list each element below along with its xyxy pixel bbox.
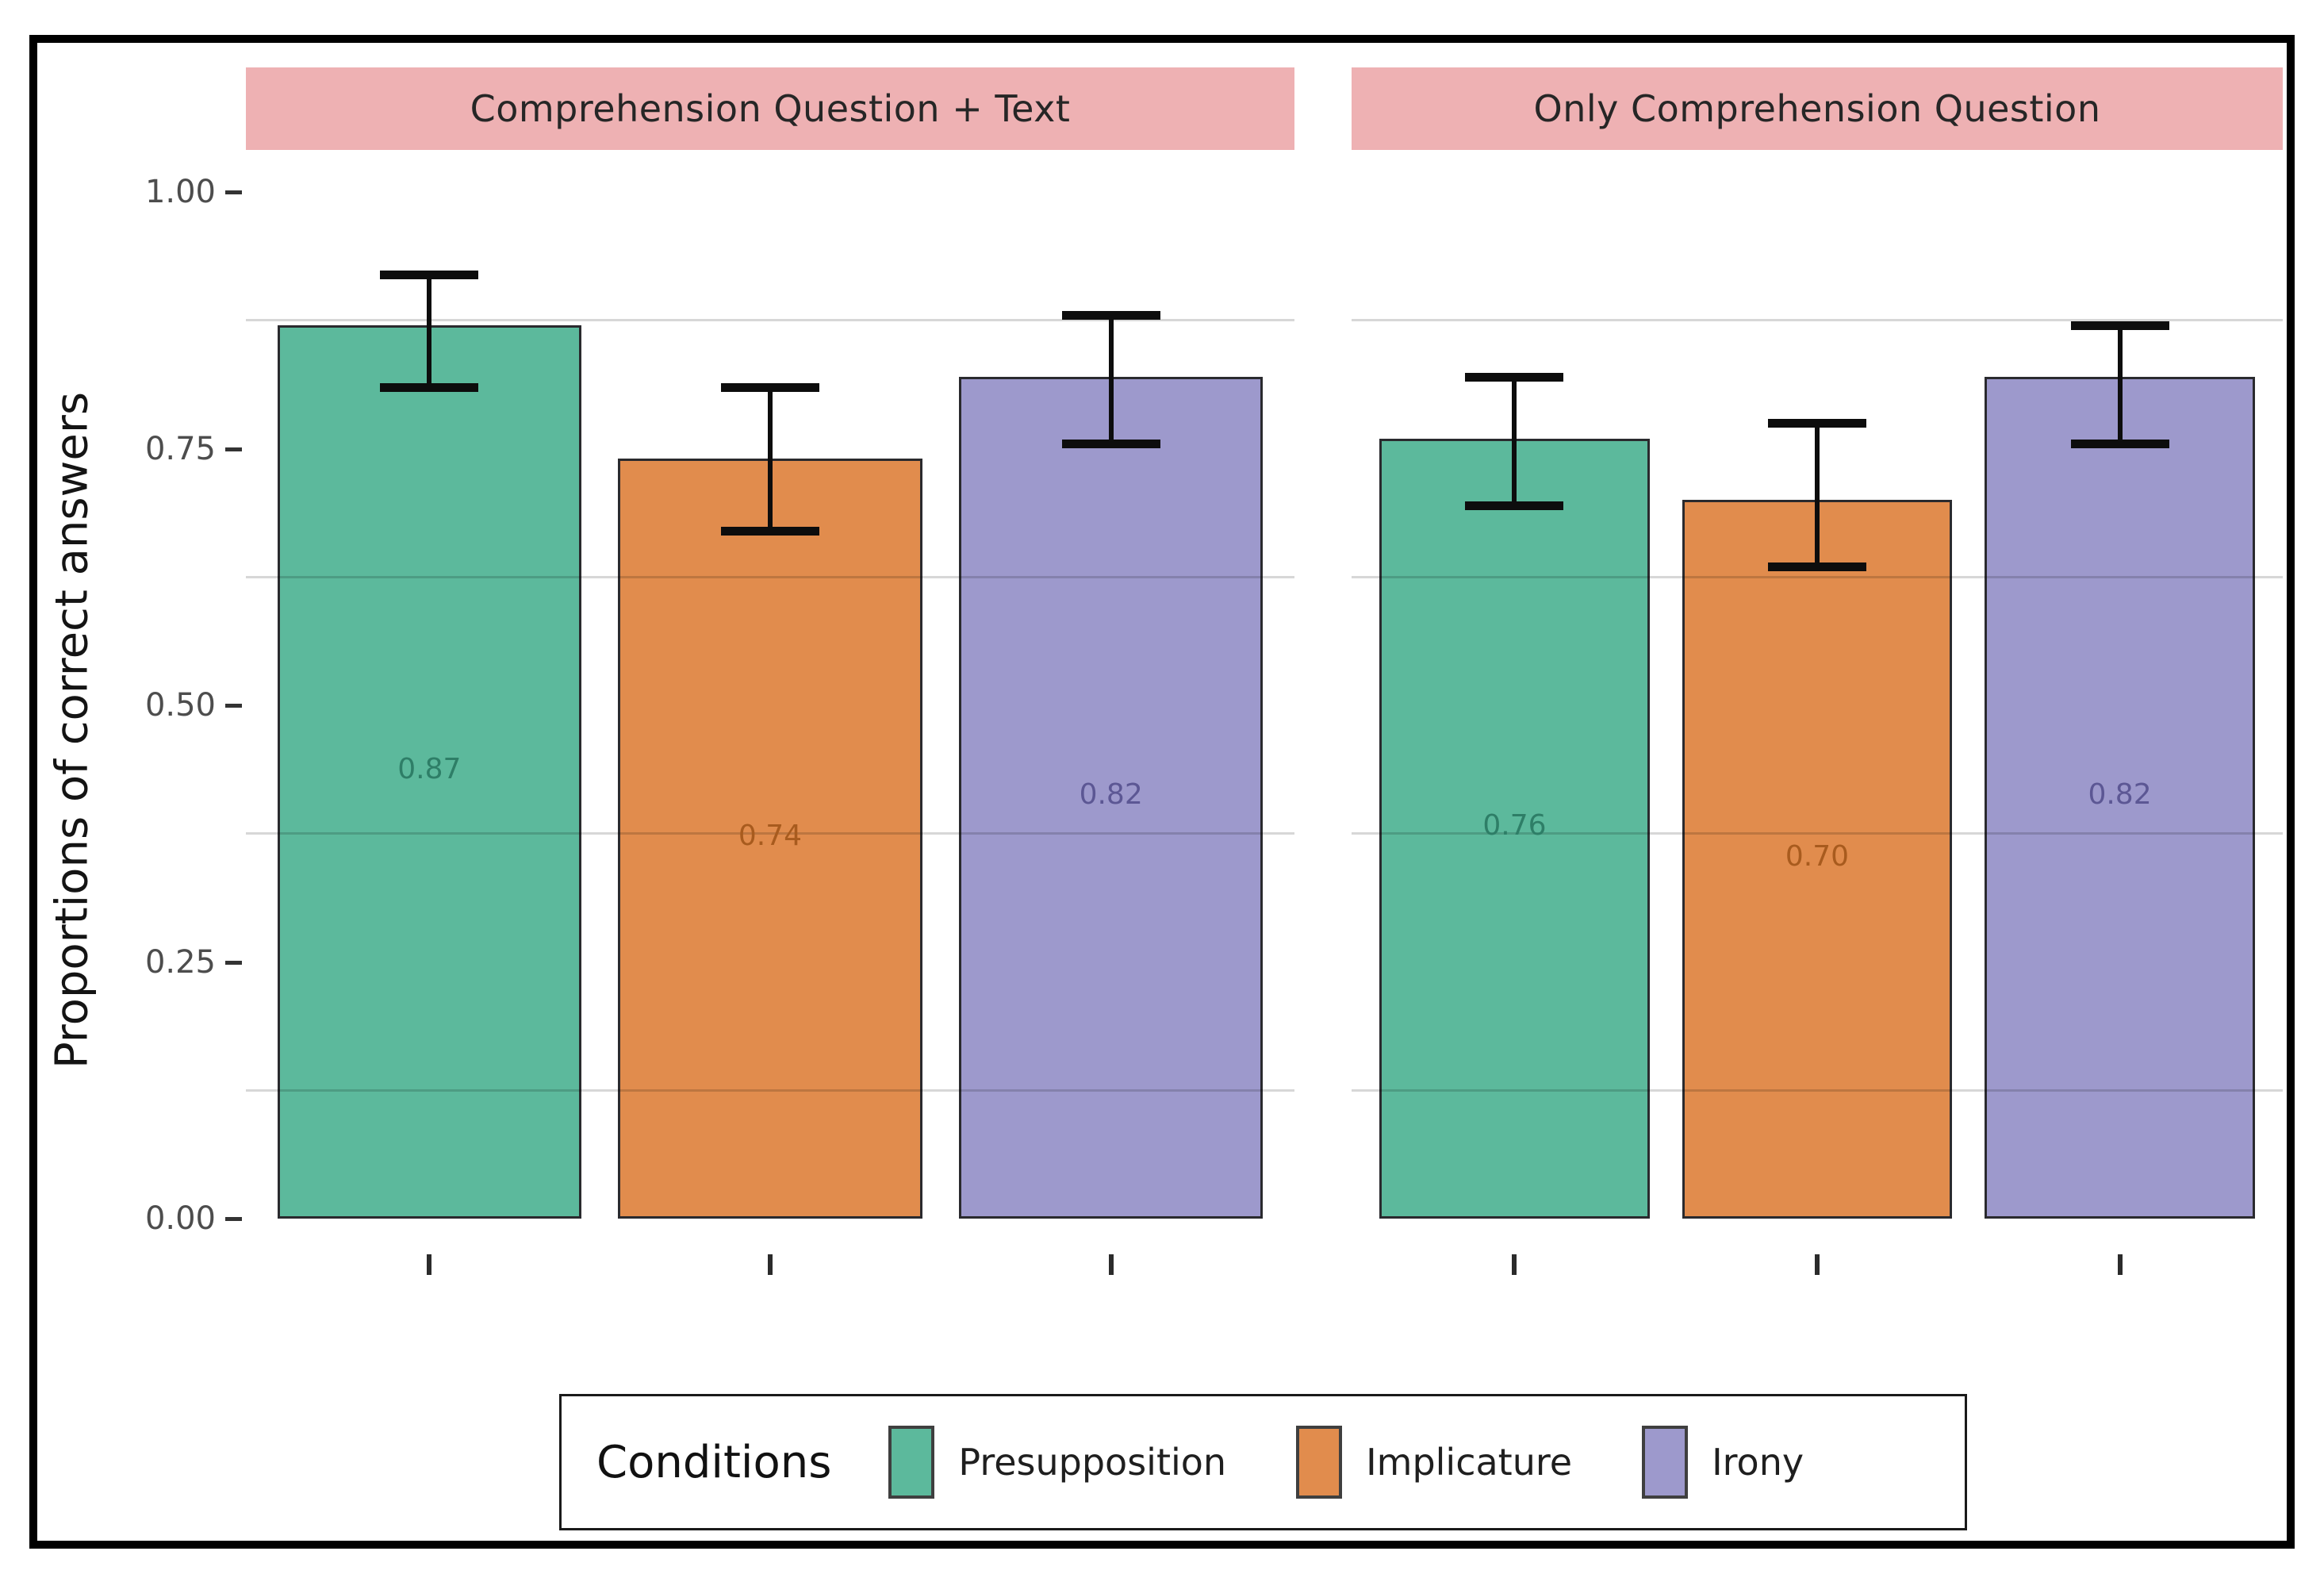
x-tick-mark <box>1108 1254 1114 1275</box>
facet-strip-left-label: Comprehension Question + Text <box>470 87 1071 130</box>
y-tick-mark <box>225 447 242 451</box>
legend-item: Irony <box>1642 1426 1804 1499</box>
y-axis: 1.00 0.75 0.50 0.25 0.00 <box>0 174 246 1237</box>
facet-strip-right-label: Only Comprehension Question <box>1533 87 2101 130</box>
facet-strip-right: Only Comprehension Question <box>1352 67 2283 150</box>
y-tick-label: 0.75 <box>144 430 216 467</box>
legend-title: Conditions <box>596 1436 832 1488</box>
minor-gridline <box>246 575 1294 578</box>
bar-irony <box>958 376 1264 1219</box>
bar-presupposition <box>277 325 582 1219</box>
x-tick-mark <box>768 1254 773 1275</box>
legend-label: Irony <box>1712 1441 1804 1484</box>
facet-strip-left: Comprehension Question + Text <box>246 67 1294 150</box>
error-bar-line <box>2117 325 2123 444</box>
legend-item: Implicature <box>1296 1426 1572 1499</box>
error-bar-cap-bottom <box>1465 501 1564 510</box>
legend-items: Presupposition Implicature Irony <box>888 1426 1804 1499</box>
y-tick-mark <box>225 960 242 965</box>
y-tick-mark <box>225 190 242 194</box>
minor-gridline <box>246 319 1294 322</box>
error-bar-cap-bottom <box>2070 440 2169 449</box>
legend-box: Conditions Presupposition Implicature Iron… <box>559 1394 1967 1530</box>
error-bar-line <box>1815 423 1820 567</box>
minor-gridline <box>1352 1088 2283 1092</box>
error-bar-cap-bottom <box>1768 562 1866 572</box>
minor-gridline <box>1352 319 2283 322</box>
error-bar-line <box>427 274 432 387</box>
y-tick-label: 1.00 <box>144 174 216 210</box>
legend-swatch-presupposition <box>888 1426 935 1499</box>
error-bar-cap-top <box>1061 311 1160 321</box>
error-bar-cap-top <box>1465 372 1564 382</box>
legend-swatch-implicature <box>1296 1426 1343 1499</box>
bar-value-label: 0.74 <box>738 820 803 853</box>
y-tick-label: 0.00 <box>144 1200 216 1237</box>
bar-implicature <box>1682 500 1953 1219</box>
error-bar-cap-top <box>2070 321 2169 331</box>
x-tick-mark <box>427 1254 432 1275</box>
minor-gridline <box>1352 575 2283 578</box>
y-tick-mark <box>225 704 242 708</box>
y-tick-mark <box>225 1217 242 1221</box>
facet-panel-right: 0.76 0.70 0.82 <box>1352 192 2283 1275</box>
bar-value-label: 0.87 <box>397 753 462 786</box>
error-bar-cap-bottom <box>380 382 479 392</box>
x-tick-mark <box>2117 1254 2123 1275</box>
x-tick-mark <box>1512 1254 1517 1275</box>
error-bar-cap-bottom <box>721 527 819 536</box>
facet-panel-left: 0.87 0.74 0.82 <box>246 192 1294 1275</box>
bar-value-label: 0.76 <box>1482 809 1547 843</box>
x-tick-mark <box>1815 1254 1820 1275</box>
legend-item: Presupposition <box>888 1426 1226 1499</box>
error-bar-cap-top <box>1768 419 1866 428</box>
bar-presupposition <box>1379 438 1650 1219</box>
error-bar-cap-top <box>721 382 819 392</box>
error-bar-cap-top <box>380 270 479 279</box>
y-tick-label: 0.50 <box>144 687 216 724</box>
legend-swatch-irony <box>1642 1426 1689 1499</box>
error-bar-line <box>1108 315 1114 444</box>
bar-value-label: 0.82 <box>2088 778 2152 812</box>
error-bar-line <box>1512 376 1517 505</box>
bar-value-label: 0.70 <box>1785 840 1850 873</box>
minor-gridline <box>246 832 1294 835</box>
y-tick-label: 0.25 <box>144 943 216 981</box>
error-bar-cap-bottom <box>1061 440 1160 449</box>
legend-label: Implicature <box>1366 1441 1573 1484</box>
legend-label: Presupposition <box>958 1441 1227 1484</box>
bar-value-label: 0.82 <box>1079 778 1143 812</box>
error-bar-line <box>768 386 773 532</box>
minor-gridline <box>1352 832 2283 835</box>
minor-gridline <box>246 1088 1294 1092</box>
